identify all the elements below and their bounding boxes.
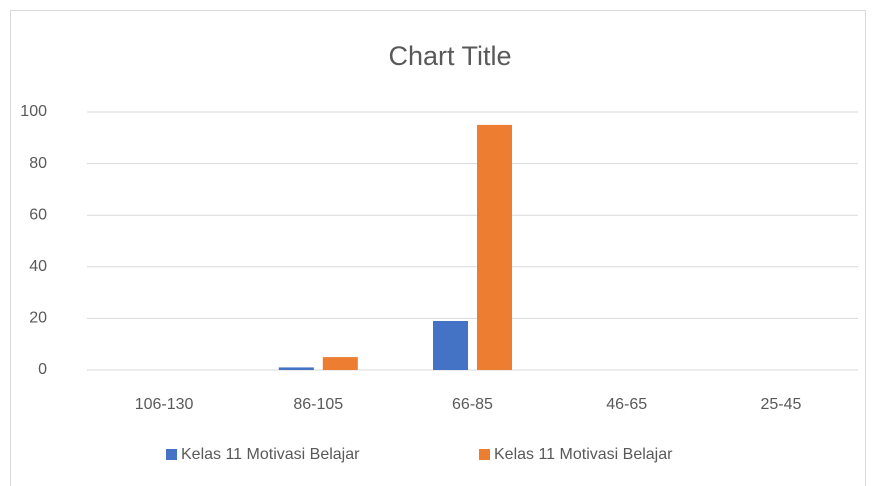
legend-swatch <box>479 449 490 460</box>
x-tick-label: 106-130 <box>135 396 194 413</box>
y-tick-label: 60 <box>29 206 47 223</box>
chart-title: Chart Title <box>388 41 511 71</box>
x-tick-label: 86-105 <box>293 396 343 413</box>
y-tick-label: 100 <box>20 103 47 120</box>
x-tick-label: 25-45 <box>760 396 801 413</box>
y-tick-label: 40 <box>29 258 47 275</box>
legend-label: Kelas 11 Motivasi Belajar <box>181 446 360 463</box>
chart-border <box>10 10 866 486</box>
x-tick-label: 46-65 <box>606 396 647 413</box>
bar <box>477 124 512 371</box>
bar <box>322 357 358 370</box>
legend-label: Kelas 11 Motivasi Belajar <box>494 446 673 463</box>
y-tick-label: 20 <box>29 310 47 327</box>
bar <box>278 367 314 370</box>
y-tick-label: 80 <box>29 155 47 172</box>
bar <box>433 320 468 370</box>
y-tick-label: 0 <box>38 361 47 378</box>
x-tick-label: 66-85 <box>452 396 493 413</box>
legend-swatch <box>166 449 177 460</box>
